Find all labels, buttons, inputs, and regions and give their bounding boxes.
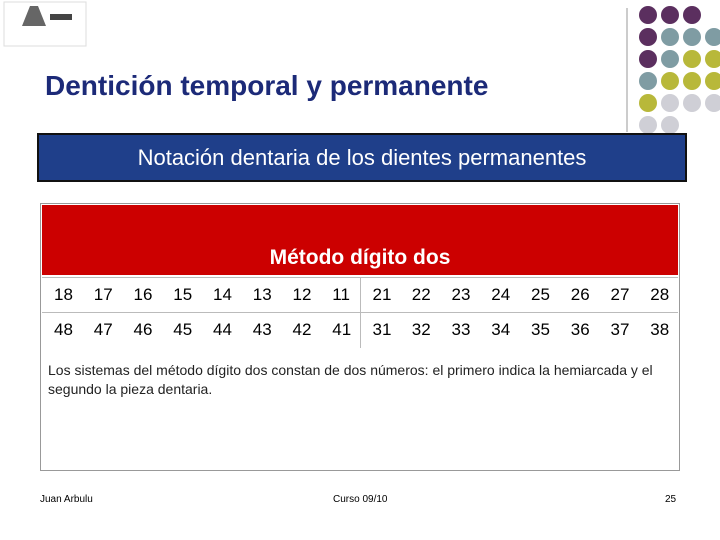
note: Los sistemas del método dígito dos const… — [48, 362, 653, 397]
tooth-number: 47 — [81, 312, 122, 348]
tooth-number: 17 — [81, 277, 122, 313]
footer-author: Juan Arbulu — [40, 494, 93, 505]
dot — [705, 72, 720, 90]
banner: Notación dentaria de los dientes permane… — [37, 133, 687, 182]
dot — [683, 94, 701, 112]
tooth-number: 27 — [598, 277, 639, 313]
tooth-number: 45 — [161, 312, 201, 348]
dot — [639, 50, 657, 68]
tooth-number: 34 — [479, 312, 519, 348]
tooth-number: 44 — [201, 312, 241, 348]
dot — [661, 94, 679, 112]
dot — [683, 6, 701, 24]
tooth-number: 25 — [519, 277, 559, 313]
dot — [683, 72, 701, 90]
dot — [639, 116, 657, 134]
tooth-number: 12 — [280, 277, 321, 313]
table-frame — [40, 203, 680, 471]
logo-mark — [50, 14, 72, 20]
dot — [661, 116, 679, 134]
decoration — [3, 1, 720, 134]
tooth-number: 42 — [280, 312, 321, 348]
tooth-number: 48 — [42, 312, 82, 348]
dot-grid — [639, 6, 720, 134]
tooth-number: 31 — [359, 312, 400, 348]
table-title: Método dígito dos — [269, 246, 451, 269]
dot — [705, 28, 720, 46]
tooth-number: 22 — [399, 277, 440, 313]
tooth-number: 32 — [399, 312, 440, 348]
dot — [639, 72, 657, 90]
dot — [639, 28, 657, 46]
tooth-number: 28 — [638, 277, 678, 313]
dot — [705, 94, 720, 112]
tooth-number: 26 — [558, 277, 599, 313]
tooth-number: 13 — [240, 277, 281, 313]
logo-mark — [22, 6, 46, 26]
dot — [639, 94, 657, 112]
tooth-number: 23 — [439, 277, 480, 313]
tooth-number: 21 — [359, 277, 400, 313]
tooth-number: 14 — [201, 277, 241, 313]
tooth-number: 16 — [121, 277, 162, 313]
tooth-number: 46 — [121, 312, 162, 348]
tooth-number: 36 — [558, 312, 599, 348]
tooth-number: 24 — [479, 277, 519, 313]
title: Dentición temporal y permanente — [45, 70, 489, 101]
footer-course: Curso 09/10 — [333, 494, 388, 505]
tooth-number: 35 — [519, 312, 559, 348]
tooth-number: 11 — [320, 277, 360, 313]
tooth-number: 37 — [598, 312, 639, 348]
page-number: 25 — [665, 494, 677, 505]
tooth-number: 38 — [638, 312, 678, 348]
table-row: 48 47 46 45 44 43 42 41 31 32 33 34 35 36 37 38 — [42, 312, 678, 348]
dot — [639, 6, 657, 24]
dot — [661, 6, 679, 24]
table-header — [42, 205, 678, 275]
tooth-table: 18 17 16 15 14 13 12 11 21 22 23 24 25 26 27 28 48 47 46 45… — [42, 277, 678, 348]
dot — [705, 50, 720, 68]
dot — [683, 28, 701, 46]
tooth-number: 33 — [439, 312, 480, 348]
dot — [661, 28, 679, 46]
dot — [661, 50, 679, 68]
tooth-number: 41 — [320, 312, 360, 348]
tooth-number: 43 — [240, 312, 281, 348]
dot — [661, 72, 679, 90]
table-row: 18 17 16 15 14 13 12 11 21 22 23 24 25 26 27 28 — [42, 277, 678, 313]
tooth-number: 18 — [42, 277, 82, 313]
tooth-number: 15 — [161, 277, 201, 313]
dot — [683, 50, 701, 68]
